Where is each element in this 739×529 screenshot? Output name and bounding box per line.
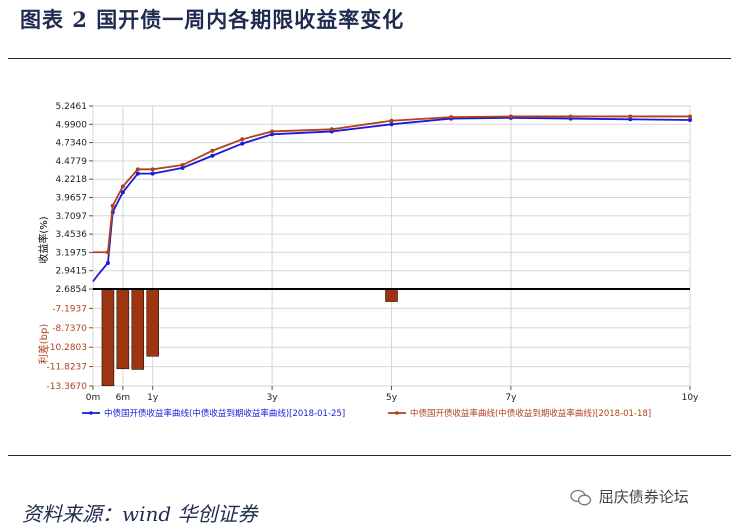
spread-tick-label: -13.3670 bbox=[47, 382, 88, 392]
series-point bbox=[120, 190, 125, 195]
x-tick-label: 10y bbox=[682, 393, 699, 403]
yield-tick-label: 4.7340 bbox=[56, 139, 88, 149]
x-tick-label: 5y bbox=[386, 393, 398, 403]
series-point bbox=[628, 117, 633, 122]
series-point bbox=[110, 203, 115, 208]
legend-marker bbox=[395, 411, 399, 415]
series-point bbox=[270, 132, 275, 137]
series-point bbox=[120, 184, 125, 189]
series-line-1 bbox=[93, 115, 690, 254]
series-point bbox=[135, 167, 140, 172]
series-lines bbox=[92, 114, 692, 283]
series-point bbox=[210, 153, 215, 158]
legend-label: 中债国开债收益率曲线(中债收益到期收益率曲线)[2018-01-18] bbox=[410, 408, 651, 419]
series-point bbox=[240, 137, 245, 142]
series-point bbox=[180, 165, 185, 170]
series-point bbox=[135, 171, 140, 176]
spread-bar bbox=[116, 288, 130, 370]
series-point bbox=[628, 114, 633, 119]
yield-tick-label: 2.6854 bbox=[56, 285, 88, 295]
spread-axis-label: 利差(bp) bbox=[37, 324, 50, 365]
spread-tick-label: -10.2803 bbox=[47, 343, 87, 353]
legend-label: 中债国开债收益率曲线(中债收益到期收益率曲线)[2018-01-25] bbox=[104, 408, 345, 419]
yield-axis-label: 收益率(%) bbox=[37, 216, 50, 263]
series-point bbox=[508, 114, 513, 119]
spread-bar bbox=[146, 288, 159, 357]
bottom-rule bbox=[8, 455, 731, 456]
series-point bbox=[240, 141, 245, 146]
spread-tick-label: -11.8237 bbox=[47, 363, 87, 373]
yield-tick-label: 4.9900 bbox=[56, 120, 88, 130]
watermark: 屈庆债券论坛 bbox=[570, 486, 689, 507]
top-rule bbox=[8, 58, 731, 59]
series-point bbox=[449, 115, 454, 120]
series-point bbox=[389, 118, 394, 123]
series-point bbox=[568, 114, 573, 119]
yield-tick-label: 3.9657 bbox=[56, 194, 88, 204]
yield-tick-label: 4.4779 bbox=[56, 157, 88, 167]
x-tick-label: 1y bbox=[147, 393, 159, 403]
grid bbox=[92, 105, 691, 387]
watermark-text: 屈庆债券论坛 bbox=[598, 488, 689, 506]
series-point bbox=[210, 148, 215, 153]
yield-axis-ticks: 5.2461 4.9900 4.7340 4.4779 4.2218 3.9657 3.70… bbox=[56, 102, 93, 295]
series-point bbox=[389, 122, 394, 127]
yield-tick-label: 4.2218 bbox=[56, 175, 88, 185]
series-point bbox=[688, 114, 692, 119]
series-point bbox=[150, 171, 155, 176]
figure-title: 图表 2 国开债一周内各期限收益率变化 bbox=[20, 7, 405, 32]
yield-tick-label: 3.7097 bbox=[56, 212, 88, 222]
spread-tick-label: -7.1937 bbox=[52, 304, 87, 314]
x-tick-label: 6m bbox=[116, 393, 131, 403]
series-point bbox=[270, 129, 275, 134]
spread-bar bbox=[385, 288, 398, 302]
series-point bbox=[105, 250, 110, 255]
yield-tick-label: 2.9415 bbox=[56, 267, 88, 277]
legend-marker bbox=[89, 411, 93, 415]
yield-tick-label: 5.2461 bbox=[56, 102, 88, 112]
series-point bbox=[105, 260, 110, 265]
series-point bbox=[150, 167, 155, 172]
yield-tick-label: 3.4536 bbox=[56, 230, 88, 240]
yield-curve-chart: 5.2461 4.9900 4.7340 4.4779 4.2218 3.9657 3.70… bbox=[37, 102, 699, 419]
wechat-icon bbox=[570, 489, 592, 507]
yield-tick-label: 3.1975 bbox=[56, 248, 88, 258]
spread-tick-label: -8.7370 bbox=[52, 324, 87, 334]
series-point bbox=[180, 163, 185, 168]
series-point bbox=[329, 127, 334, 132]
x-tick-label: 7y bbox=[505, 393, 517, 403]
x-tick-label: 0m bbox=[86, 393, 101, 403]
spread-bar bbox=[101, 288, 115, 387]
legend: 中债国开债收益率曲线(中债收益到期收益率曲线)[2018-01-25] 中债国开债… bbox=[82, 408, 651, 419]
source-note: 资料来源：wind 华创证券 bbox=[22, 502, 258, 526]
x-tick-label: 3y bbox=[267, 393, 279, 403]
series-point bbox=[688, 118, 692, 123]
spread-axis-ticks: -7.1937 -8.7370 -10.2803 -11.8237 -13.3670 bbox=[47, 304, 93, 392]
spread-bar bbox=[131, 288, 145, 370]
x-axis-ticks: 0m 6m 1y 3y 5y 7y 10y bbox=[86, 386, 699, 403]
